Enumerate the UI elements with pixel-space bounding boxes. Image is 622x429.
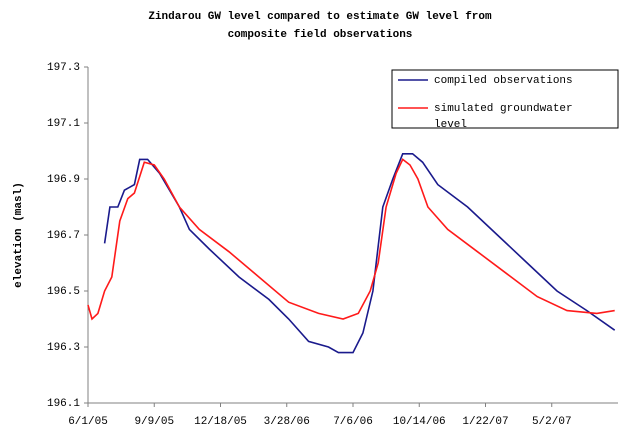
x-tick-label: 6/1/05 bbox=[68, 416, 108, 428]
legend-label: compiled observations bbox=[434, 75, 573, 87]
y-tick-label: 197.1 bbox=[47, 118, 80, 130]
x-tick-label: 12/18/05 bbox=[194, 416, 247, 428]
legend: compiled observations simulated groundwat… bbox=[398, 75, 573, 131]
y-axis-label: elevation (masl) bbox=[13, 182, 25, 288]
data-line bbox=[103, 153, 616, 354]
y-tick-label: 196.5 bbox=[47, 286, 80, 298]
y-tick-label: 196.1 bbox=[47, 398, 80, 410]
x-tick-label: 3/28/06 bbox=[264, 416, 310, 428]
y-tick-label: 196.7 bbox=[47, 230, 80, 242]
legend-box bbox=[391, 69, 619, 129]
data-line bbox=[87, 158, 615, 321]
y-tick-label: 197.3 bbox=[47, 62, 80, 74]
y-tick-label: 196.9 bbox=[47, 174, 80, 186]
x-tick-label: 1/22/07 bbox=[462, 416, 508, 428]
legend-label: simulated groundwater level bbox=[434, 103, 573, 131]
x-tick-label: 10/14/06 bbox=[393, 416, 446, 428]
y-tick-label: 196.3 bbox=[47, 342, 80, 354]
x-tick-label: 9/9/05 bbox=[134, 416, 174, 428]
chart-title: Zindarou GW level compared to estimate G… bbox=[148, 11, 492, 41]
x-tick-label: 5/2/07 bbox=[532, 416, 572, 428]
x-tick-label: 7/6/06 bbox=[333, 416, 373, 428]
